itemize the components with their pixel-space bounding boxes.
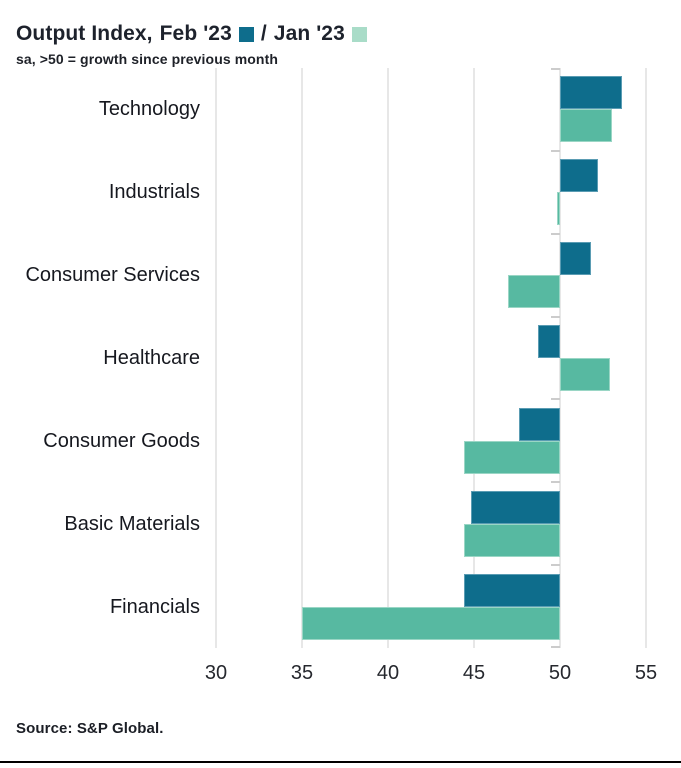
- category-axis-tick: [551, 233, 560, 235]
- bar-feb23-consumer-goods: [518, 407, 560, 441]
- x-axis-label: 50: [548, 662, 572, 684]
- bar-jan23-basic-materials: [463, 523, 560, 557]
- bar-feb23-basic-materials: [470, 490, 560, 524]
- title-prefix: Output Index,: [16, 22, 153, 45]
- bar-jan23-industrials: [556, 192, 560, 226]
- gridline-30: [215, 68, 217, 648]
- gridline-35: [301, 68, 303, 648]
- category-axis-tick: [551, 398, 560, 400]
- chart-title: Output Index, Feb '23 / Jan '23: [16, 22, 367, 46]
- x-axis-label: 40: [376, 662, 400, 684]
- bar-jan23-consumer-services: [508, 275, 560, 309]
- bottom-rule: [0, 761, 681, 763]
- category-axis-tick: [551, 646, 560, 648]
- category-label: Healthcare: [103, 347, 200, 369]
- bar-jan23-financials: [302, 606, 560, 640]
- gridline-40: [387, 68, 389, 648]
- bar-jan23-consumer-goods: [463, 440, 560, 474]
- source-note: Source: S&P Global.: [16, 720, 164, 737]
- category-label: Industrials: [108, 181, 200, 204]
- bar-feb23-healthcare: [537, 325, 560, 358]
- category-label: Basic Materials: [64, 512, 200, 535]
- gridline-45: [473, 68, 475, 648]
- plot-area: 30 35 40 45 50 55 Technology Industrials Consume…: [0, 68, 681, 693]
- bar-jan23-technology: [560, 109, 612, 143]
- category-label: Consumer Services: [25, 264, 200, 287]
- gridline-55: [645, 68, 647, 648]
- x-axis-label: 35: [290, 662, 314, 684]
- bar-feb23-industrials: [560, 159, 598, 193]
- category-label: Financials: [109, 595, 200, 618]
- legend-feb-label: Feb '23: [159, 22, 232, 45]
- legend-jan-swatch: [351, 27, 367, 42]
- category-axis-tick: [551, 481, 560, 483]
- bar-feb23-financials: [463, 573, 560, 607]
- legend-feb-swatch: [238, 27, 254, 42]
- category-label: Consumer Goods: [43, 429, 200, 452]
- category-axis-tick: [551, 316, 560, 318]
- category-axis-tick: [551, 68, 560, 70]
- category-axis-tick: [551, 150, 560, 152]
- bar-feb23-consumer-services: [560, 242, 591, 276]
- category-label: Technology: [98, 98, 200, 121]
- bar-jan23-healthcare: [560, 358, 610, 391]
- x-axis-label: 45: [462, 662, 486, 684]
- legend-jan-label: Jan '23: [273, 22, 345, 45]
- chart-subtitle: sa, >50 = growth since previous month: [16, 51, 278, 67]
- x-axis-label: 30: [204, 662, 228, 684]
- bar-feb23-technology: [560, 76, 622, 110]
- category-axis-tick: [551, 564, 560, 566]
- legend-separator: /: [260, 22, 267, 45]
- x-axis-label: 55: [634, 662, 658, 684]
